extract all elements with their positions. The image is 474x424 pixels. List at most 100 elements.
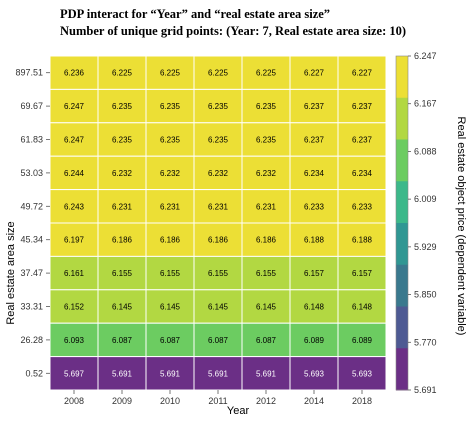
colorbar-band (396, 348, 408, 391)
cell-value-label: 6.244 (64, 169, 85, 178)
heatmap-cell (241, 356, 291, 391)
cell-value-label: 6.247 (64, 136, 85, 145)
y-tick-label: 0.52 (25, 368, 43, 378)
heatmap-cell (337, 155, 387, 191)
y-axis-label: Real estate area size (5, 221, 17, 324)
y-tick-label: 37.47 (20, 268, 43, 278)
cell-value-label: 6.225 (256, 69, 277, 78)
cell-value-label: 6.087 (208, 336, 229, 345)
heatmap-cell (97, 55, 147, 90)
chart-title: PDP interact for “Year” and “real estate… (60, 7, 330, 21)
cell-value-label: 6.232 (256, 169, 277, 178)
colorbar-band (396, 181, 408, 224)
cell-value-label: 6.145 (112, 303, 133, 312)
cell-value-label: 6.145 (160, 303, 181, 312)
colorbar-band (396, 264, 408, 307)
y-tick-label: 33.31 (20, 302, 43, 312)
cell-value-label: 6.237 (304, 102, 325, 111)
cell-value-label: 6.231 (208, 202, 229, 211)
cell-value-label: 6.234 (352, 169, 373, 178)
colorbar-tick-label: 6.088 (414, 146, 437, 156)
cell-value-label: 6.087 (160, 336, 181, 345)
cell-value-label: 5.691 (256, 369, 277, 378)
colorbar-band (396, 223, 408, 266)
heatmap-cell (193, 122, 243, 157)
heatmap-cell (241, 255, 291, 291)
x-tick-label: 2008 (64, 396, 84, 406)
heatmap-cell (49, 222, 99, 257)
y-tick-label: 69.67 (20, 101, 43, 111)
cell-value-label: 6.237 (352, 102, 373, 111)
heatmap-cell (145, 88, 195, 124)
heatmap-cell (97, 222, 147, 257)
cell-value-label: 6.235 (112, 136, 133, 145)
cell-value-label: 6.227 (304, 69, 325, 78)
cell-value-label: 6.087 (256, 336, 277, 345)
y-tick-label: 53.03 (20, 168, 43, 178)
colorbar-ticks: 6.247 6.167 6.088 6.009 5.929 5.850 5.770 5.691 (408, 51, 437, 395)
heatmap-cell (337, 255, 387, 291)
colorbar-tick-label: 6.009 (414, 194, 437, 204)
heatmap-cell (145, 322, 195, 358)
cell-value-label: 6.089 (352, 336, 373, 345)
cell-value-label: 6.155 (208, 269, 229, 278)
cell-value-label: 6.087 (112, 336, 133, 345)
heatmap-cell (145, 189, 195, 224)
colorbar-tick-label: 5.691 (414, 385, 437, 395)
cell-value-label: 5.697 (64, 369, 85, 378)
cell-value-label: 6.152 (64, 303, 85, 312)
chart-subtitle: Number of unique grid points: (Year: 7, … (60, 24, 406, 38)
heatmap-cell (97, 289, 147, 324)
y-tick-label: 26.28 (20, 335, 43, 345)
cell-value-label: 6.148 (352, 303, 373, 312)
x-tick-label: 2018 (352, 396, 372, 406)
y-tick-label: 49.72 (20, 201, 43, 211)
cell-value-label: 6.157 (352, 269, 373, 278)
cell-value-label: 6.186 (160, 236, 181, 245)
cell-value-label: 6.145 (208, 303, 229, 312)
cell-value-label: 6.186 (208, 236, 229, 245)
heatmap-cell (337, 122, 387, 157)
heatmap-cell (49, 189, 99, 224)
x-tick-label: 2012 (256, 396, 276, 406)
y-tick-label: 45.34 (20, 235, 43, 245)
x-axis-ticks: 2008 2009 2010 2011 2012 2014 2018 (64, 390, 372, 406)
colorbar (395, 55, 409, 391)
cell-value-label: 6.157 (304, 269, 325, 278)
cell-value-label: 6.231 (160, 202, 181, 211)
x-tick-label: 2011 (208, 396, 227, 406)
cell-value-label: 6.236 (64, 69, 85, 78)
cell-value-label: 6.188 (352, 236, 373, 245)
cell-value-label: 6.155 (256, 269, 277, 278)
heatmap-cell (145, 255, 195, 291)
cell-value-label: 6.243 (64, 202, 85, 211)
cell-value-label: 6.232 (112, 169, 133, 178)
cell-value-label: 5.693 (304, 369, 325, 378)
cell-value-label: 6.225 (112, 69, 133, 78)
colorbar-frame (395, 55, 409, 391)
cell-value-label: 5.691 (160, 369, 181, 378)
colorbar-tick-label: 5.929 (414, 242, 437, 252)
colorbar-tick-label: 5.770 (414, 337, 437, 347)
cell-value-label: 5.691 (208, 369, 229, 378)
cell-value-label: 6.186 (256, 236, 277, 245)
y-tick-label: 897.51 (15, 68, 43, 78)
cell-value-label: 6.237 (304, 136, 325, 145)
heatmap-cell (241, 122, 291, 157)
cell-value-label: 6.231 (112, 202, 133, 211)
heatmap-cell (289, 289, 339, 324)
heatmap-cell (193, 356, 243, 391)
heatmap-cell (145, 122, 195, 157)
colorbar-band (396, 139, 408, 182)
cell-value-label: 6.148 (304, 303, 325, 312)
heatmap-cell (337, 289, 387, 324)
heatmap-cell (337, 222, 387, 257)
cell-value-label: 6.235 (112, 102, 133, 111)
colorbar-tick-label: 5.850 (414, 290, 437, 300)
cell-value-label: 6.232 (160, 169, 181, 178)
cell-value-label: 6.237 (352, 136, 373, 145)
cell-value-label: 6.225 (208, 69, 229, 78)
cell-value-label: 6.155 (112, 269, 133, 278)
x-tick-label: 2010 (160, 396, 180, 406)
heatmap-cell (97, 122, 147, 157)
